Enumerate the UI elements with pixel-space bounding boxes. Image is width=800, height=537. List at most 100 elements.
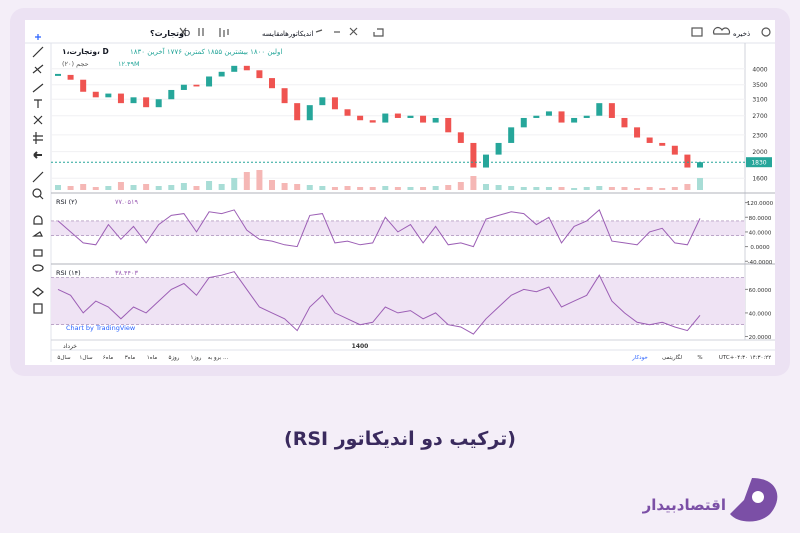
candle (344, 109, 351, 116)
volume-bar (545, 187, 552, 190)
candle (306, 105, 313, 121)
candle (608, 103, 615, 118)
volume-bar (256, 170, 263, 190)
volume-bar (697, 178, 703, 190)
volume-bar (344, 186, 351, 190)
candle (193, 84, 200, 87)
legend-name: وتجارت،۱، D (62, 47, 109, 56)
rsi-band (51, 220, 745, 236)
rsi-line (57, 209, 701, 248)
volume-bar (646, 187, 653, 190)
price-tick-label: 3500 (752, 82, 767, 89)
volume-bar (55, 185, 61, 190)
volume-bar (130, 185, 137, 190)
volume-bar (445, 185, 452, 190)
candle (105, 93, 112, 98)
candle (583, 115, 590, 118)
volume-bar (331, 187, 338, 190)
volume-bar (394, 187, 401, 190)
indicators-button[interactable]: اندیکاتورها (283, 30, 313, 38)
interval[interactable]: D (184, 29, 190, 38)
chart-option[interactable]: خودکار (631, 354, 648, 361)
volume-bar (558, 187, 565, 190)
rsi-title: RSI (۲) (56, 198, 77, 206)
rsi-value: ۳۸.۴۴۰۳ (115, 269, 139, 277)
candle (206, 76, 213, 87)
candle (180, 84, 187, 90)
candle (571, 117, 578, 123)
candle (558, 111, 565, 123)
volume-bar (457, 182, 464, 190)
volume-bar (470, 176, 477, 190)
rsi-tick-label: 20.0000 (749, 335, 772, 341)
save-button[interactable]: ذخیره (733, 30, 750, 38)
logo-dot (752, 491, 764, 503)
candle (357, 115, 364, 121)
candle (634, 127, 641, 138)
legend-volume: حجم (۲۰) (62, 60, 89, 68)
logo-text: اقتصادبیدار (642, 496, 726, 514)
range-button[interactable]: ۱روز (191, 355, 202, 361)
price-tick-label: 2000 (752, 149, 767, 156)
price-tick-label: 3100 (752, 97, 767, 104)
candle (382, 113, 389, 123)
candle (483, 154, 489, 168)
range-button[interactable]: ۶ماه (103, 355, 114, 361)
watermark: Chart by TradingView (66, 324, 136, 332)
volume-bar (684, 184, 691, 190)
candle (67, 74, 74, 80)
range-button[interactable]: ۳ماه (125, 355, 136, 361)
candle (646, 137, 653, 143)
rsi-value: ۷۷.۰۵۱۹ (115, 198, 139, 206)
rsi-tick-label: -40.0000 (748, 260, 773, 266)
symbol[interactable]: وتجارت؟ (150, 29, 184, 38)
chart-option[interactable]: UTC+۰۴:۳۰ ۱۴:۳۰:۲۲ (719, 355, 771, 361)
price-tick-label: 2300 (752, 132, 767, 139)
candle (130, 97, 137, 104)
caption: (ترکیب دو اندیکاتور RSI) (284, 428, 516, 450)
volume-bar (407, 187, 414, 190)
volume-bar (671, 187, 678, 190)
volume-bar (634, 188, 641, 190)
left-toolbar[interactable] (32, 34, 44, 314)
rsi-title: RSI (۱۴) (56, 269, 81, 277)
volume-bar (269, 180, 275, 190)
top-toolbar-icons[interactable] (179, 26, 771, 37)
rsi-tick-label: 40.0000 (749, 311, 772, 317)
candle (117, 93, 124, 104)
volume-bar (357, 187, 364, 190)
volume-bar (508, 186, 515, 190)
legend-ohlc: اولین ۱۸۰۰ بیشترین ۱۸۵۵ کمترین ۱۷۷۶ آخری… (130, 47, 282, 56)
chart-option[interactable]: لگاریتمی (662, 354, 682, 361)
volume-bar (180, 183, 187, 190)
volume-bar (143, 184, 150, 190)
range-button[interactable]: ۵سال (57, 355, 71, 361)
candle (621, 117, 628, 128)
volume-bar (193, 186, 200, 190)
volume-bar (105, 186, 112, 190)
rsi-band (51, 277, 745, 325)
compare-button[interactable]: مقایسه (262, 30, 284, 38)
volume-bar (243, 172, 250, 190)
range-button[interactable]: برو به ... (208, 355, 229, 361)
candle (143, 97, 150, 108)
range-button[interactable]: ۱سال (79, 355, 93, 361)
candle (697, 162, 703, 168)
legend-volume-value: ۱۲.۴۹M (118, 60, 140, 68)
candle (155, 99, 162, 108)
volume-bar (92, 187, 99, 190)
range-button[interactable]: ۵روز (169, 355, 180, 361)
range-button[interactable]: ۱ماه (147, 355, 158, 361)
chart-option[interactable]: % (697, 355, 702, 361)
candle (684, 154, 691, 168)
volume-bar (608, 187, 615, 190)
volume-bar (483, 184, 489, 190)
candle (168, 89, 175, 100)
time-label: خرداد (63, 343, 77, 350)
volume-bar (596, 186, 603, 190)
candle (256, 70, 263, 79)
volume-bar (281, 183, 288, 190)
candle (218, 71, 225, 77)
volume-bar (621, 187, 628, 190)
